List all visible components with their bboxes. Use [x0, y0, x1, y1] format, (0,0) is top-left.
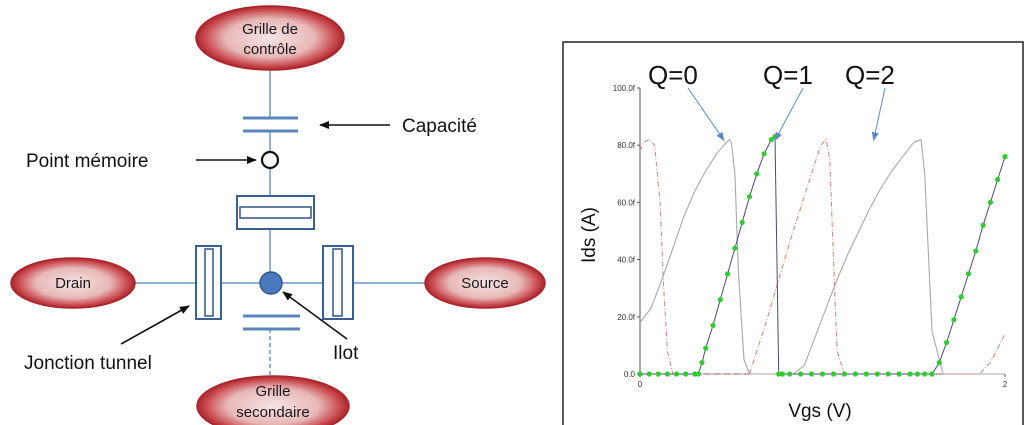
series-point	[761, 151, 767, 157]
series-point	[980, 222, 986, 228]
drain-label: Drain	[55, 275, 91, 292]
series-point	[717, 297, 723, 303]
x-tick-label: 0	[638, 380, 643, 389]
control-gate: Grille de contrôle	[195, 5, 345, 71]
y-tick-label: 80.0f	[617, 141, 636, 150]
transistor-diagram: Grille de contrôle Drain Source Grille s…	[10, 5, 546, 425]
annotation-q1: Q=1	[763, 60, 813, 90]
secondary-gate-label-line1: Grille	[255, 383, 290, 400]
tunnel-junction-arrow	[120, 305, 190, 345]
secondary-gate-ellipse	[196, 375, 350, 425]
secondary-gate-label-line2: secondaire	[236, 404, 309, 421]
control-gate-label-line2: contrôle	[243, 41, 296, 58]
control-gate-label-line1: Grille de	[242, 21, 298, 38]
island-label: Ilot	[333, 343, 359, 364]
annotation-arrow-q0	[687, 87, 725, 142]
series-point	[951, 317, 957, 323]
series-point	[655, 371, 661, 377]
series-point	[739, 219, 745, 225]
series-point	[885, 371, 891, 377]
y-tick-label: 100.0f	[613, 84, 636, 93]
source-ellipse	[424, 257, 546, 309]
chart-annotations: Q=0 Q=1 Q=2	[648, 60, 895, 142]
tunnel-junction-top-inner	[239, 206, 312, 219]
series-point	[646, 371, 652, 377]
series-point	[936, 360, 942, 366]
y-tick-label: 0.0	[624, 370, 636, 379]
series-point	[922, 371, 928, 377]
series-point	[874, 371, 880, 377]
series-point	[768, 136, 775, 143]
source-label: Source	[461, 275, 509, 292]
tunnel-junction-label: Jonction tunnel	[24, 353, 152, 374]
y-tick-label: 40.0f	[617, 256, 636, 265]
series-point	[664, 371, 671, 377]
series-point	[965, 271, 972, 277]
series-point	[779, 371, 786, 377]
y-tick-label: 60.0f	[617, 198, 636, 207]
annotation-q0: Q=0	[648, 60, 698, 90]
chart-ticks: 0.0 20.0f 40.0f 60.0f 80.0f 100.0f 0 2	[613, 84, 1008, 389]
drain-ellipse	[10, 257, 136, 309]
series-point	[914, 371, 921, 377]
annotation-arrow-q1	[774, 87, 804, 142]
series-point	[995, 176, 1001, 183]
y-axis-label: Ids (A)	[579, 207, 600, 263]
series-point	[907, 371, 913, 377]
series-point	[732, 245, 738, 251]
series-point	[710, 322, 716, 328]
series-point	[987, 199, 994, 205]
secondary-gate: Grille secondaire	[196, 375, 350, 425]
x-tick-label: 2	[1003, 380, 1008, 389]
series-point	[673, 371, 680, 377]
series-point	[958, 294, 964, 300]
x-axis-label: Vgs (V)	[788, 401, 851, 422]
series-point	[787, 371, 793, 377]
series-point	[725, 271, 731, 277]
memory-point-label: Point mémoire	[26, 151, 149, 172]
capacitor-label: Capacité	[402, 116, 477, 137]
control-gate-ellipse	[195, 5, 345, 71]
series-point	[703, 345, 709, 351]
source: Source	[424, 257, 546, 309]
chart-series	[637, 134, 1008, 377]
island-circle	[259, 271, 283, 295]
series-point	[944, 339, 950, 346]
series-point	[896, 371, 902, 377]
series-point	[692, 371, 698, 377]
memory-point-circle	[260, 150, 280, 170]
drain: Drain	[10, 257, 136, 309]
series-point	[798, 371, 804, 377]
series-point	[808, 371, 815, 377]
series-point	[695, 371, 702, 377]
series-point	[929, 371, 935, 377]
series-point	[852, 371, 859, 377]
tunnel-junction-left-inner	[204, 248, 214, 317]
tunnel-junction-right-inner	[332, 248, 343, 317]
series-point	[973, 248, 979, 254]
series-point	[683, 371, 689, 377]
series-point	[754, 171, 760, 177]
series-line-gray-solid	[639, 138, 1005, 375]
series-point	[746, 194, 753, 200]
series-point	[841, 371, 848, 377]
series-point	[830, 371, 837, 377]
series-point	[819, 371, 826, 377]
annotation-q2: Q=2	[845, 60, 895, 90]
island-arrow	[282, 291, 348, 340]
series-point	[699, 360, 705, 366]
series-point	[637, 371, 643, 377]
series-point	[776, 371, 782, 377]
series-point	[1002, 154, 1008, 160]
series-point	[863, 371, 869, 377]
annotation-arrow-q2	[871, 87, 886, 142]
y-tick-label: 20.0f	[617, 313, 636, 322]
